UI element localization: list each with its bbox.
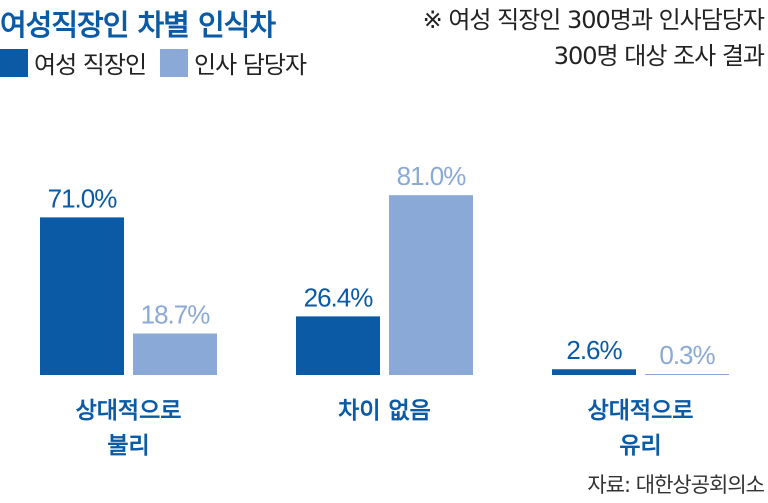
legend-swatch-light [160, 48, 189, 77]
bar-value-label: 81.0% [397, 161, 467, 191]
survey-note: ※ 여성 직장인 300명과 인사담당자 300명 대상 조사 결과 [422, 2, 765, 74]
bar-value-label: 71.0% [48, 183, 118, 213]
bar-value-label: 26.4% [304, 282, 374, 312]
bar-female-workers-0 [40, 217, 124, 375]
category-label: 유리 [619, 433, 661, 459]
bar-value-label: 18.7% [141, 299, 211, 329]
bar-hr-managers-2 [645, 374, 729, 375]
bar-value-label: 0.3% [659, 340, 715, 370]
bar-female-workers-1 [296, 316, 380, 375]
legend-item-hr-managers: 인사 담당자 [160, 45, 307, 80]
source-note: 자료: 대한상공회의소 [587, 473, 765, 497]
legend: 여성 직장인 인사 담당자 [0, 45, 320, 80]
chart-title: 여성직장인 차별 인식차 [0, 8, 276, 42]
category-label: 상대적으로 [76, 398, 182, 424]
survey-note-line-2: 300명 대상 조사 결과 [553, 42, 765, 70]
category-label: 불리 [107, 433, 149, 459]
legend-swatch-dark [0, 48, 28, 77]
legend-label: 인사 담당자 [194, 51, 307, 79]
bar-value-label: 2.6% [566, 335, 622, 365]
legend-label: 여성 직장인 [34, 51, 147, 79]
category-label: 차이 없음 [338, 398, 431, 424]
legend-item-female-workers: 여성 직장인 [0, 45, 147, 80]
bar-hr-managers-1 [389, 195, 473, 375]
category-label: 상대적으로 [588, 398, 694, 424]
bar-female-workers-2 [552, 369, 636, 375]
survey-note-line-1: ※ 여성 직장인 300명과 인사담당자 [422, 6, 765, 34]
bar-hr-managers-0 [133, 333, 217, 375]
